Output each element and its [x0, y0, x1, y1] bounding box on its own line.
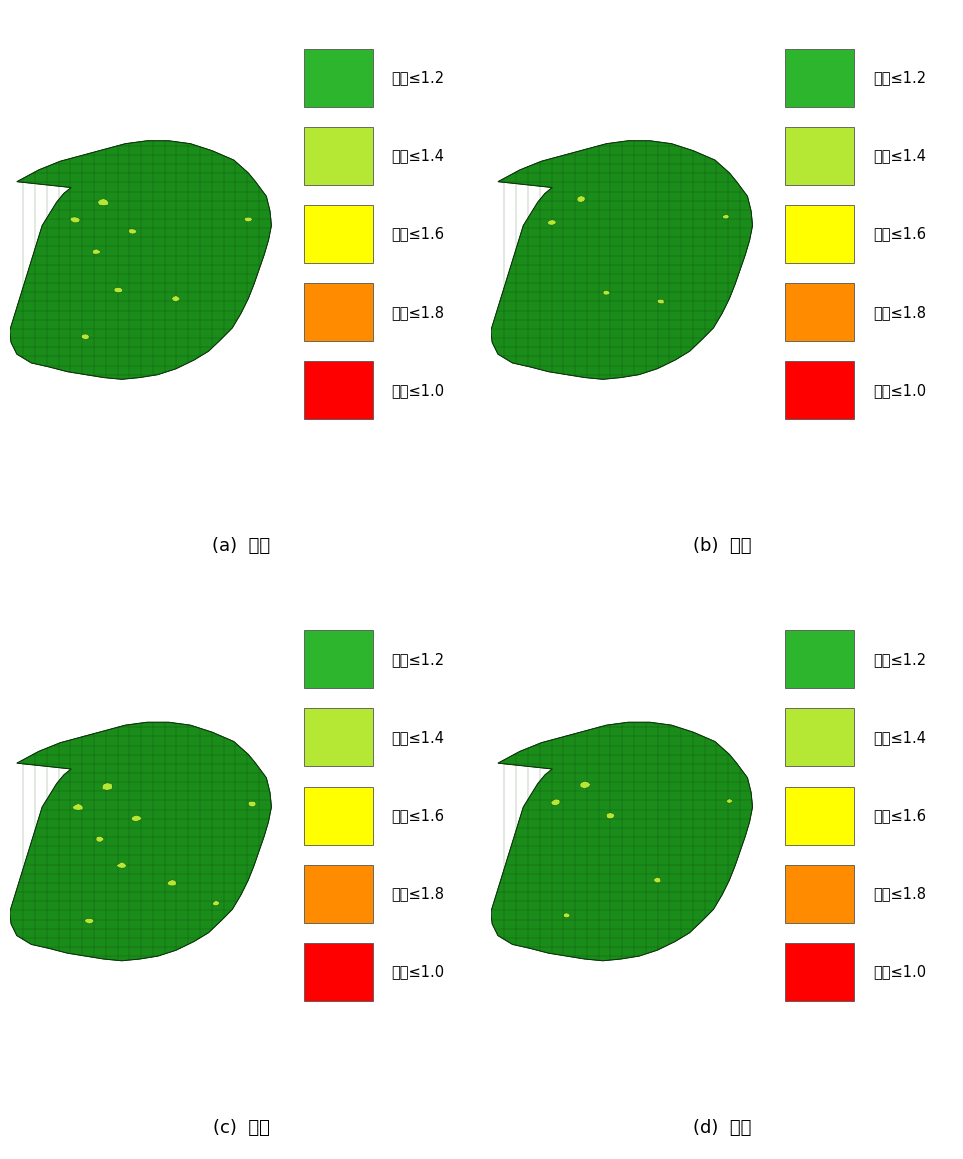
Polygon shape [129, 228, 137, 234]
Text: 지수≤1.8: 지수≤1.8 [392, 305, 445, 320]
Polygon shape [658, 299, 664, 304]
Text: 지수≤1.4: 지수≤1.4 [392, 730, 445, 745]
Polygon shape [547, 220, 557, 225]
Bar [303, 205, 374, 263]
Polygon shape [22, 1013, 101, 1034]
Text: 지수≤1.2: 지수≤1.2 [392, 651, 445, 666]
Polygon shape [563, 913, 570, 918]
Polygon shape [504, 431, 583, 452]
Text: 지수≤1.2: 지수≤1.2 [872, 71, 925, 86]
Polygon shape [213, 901, 220, 905]
Polygon shape [97, 198, 109, 205]
Ellipse shape [460, 801, 463, 802]
Text: (b)  산불: (b) 산불 [692, 538, 751, 555]
Ellipse shape [454, 271, 455, 272]
Polygon shape [654, 877, 661, 883]
Polygon shape [726, 799, 733, 803]
Bar [303, 127, 374, 185]
Ellipse shape [472, 783, 474, 785]
Polygon shape [102, 782, 113, 790]
Ellipse shape [468, 882, 470, 883]
Text: 지수≤1.8: 지수≤1.8 [872, 887, 925, 902]
Text: 지수≤1.6: 지수≤1.6 [392, 808, 445, 823]
Polygon shape [248, 801, 256, 807]
Bar [785, 205, 854, 263]
Polygon shape [245, 217, 252, 221]
Bar [303, 49, 374, 107]
Ellipse shape [460, 219, 463, 220]
Text: 지수≤1.2: 지수≤1.2 [392, 71, 445, 86]
Text: 지수≤1.2: 지수≤1.2 [872, 651, 925, 666]
Bar [785, 127, 854, 185]
Polygon shape [10, 140, 272, 379]
Polygon shape [72, 803, 83, 810]
Text: 지수≤1.8: 지수≤1.8 [872, 305, 925, 320]
Ellipse shape [1, 325, 4, 326]
Ellipse shape [482, 325, 484, 326]
Polygon shape [167, 880, 176, 885]
Polygon shape [580, 781, 590, 788]
Bar [785, 943, 854, 1001]
Polygon shape [607, 812, 614, 819]
Polygon shape [82, 334, 90, 340]
Bar [785, 630, 854, 688]
Polygon shape [117, 862, 126, 868]
Text: 지수≤1.0: 지수≤1.0 [872, 964, 925, 979]
Polygon shape [577, 196, 586, 203]
Polygon shape [85, 919, 94, 924]
Ellipse shape [482, 906, 484, 907]
Ellipse shape [464, 254, 467, 255]
Text: 지수≤1.4: 지수≤1.4 [872, 730, 925, 745]
Text: 지수≤1.6: 지수≤1.6 [392, 227, 445, 241]
Polygon shape [96, 837, 104, 843]
Polygon shape [171, 296, 180, 301]
Bar [303, 362, 374, 420]
Polygon shape [114, 287, 123, 292]
Bar [303, 283, 374, 341]
Bar [303, 865, 374, 923]
Ellipse shape [454, 853, 455, 854]
Polygon shape [131, 815, 142, 822]
Bar [785, 708, 854, 766]
Text: 지수≤1.0: 지수≤1.0 [392, 964, 445, 979]
Text: 지수≤1.4: 지수≤1.4 [872, 148, 925, 163]
Polygon shape [70, 217, 80, 223]
Polygon shape [10, 722, 272, 961]
Text: 지수≤1.4: 지수≤1.4 [392, 148, 445, 163]
Bar [303, 943, 374, 1001]
Text: (a)  화재: (a) 화재 [212, 538, 270, 555]
Text: 지수≤1.0: 지수≤1.0 [872, 382, 925, 398]
Polygon shape [491, 722, 752, 961]
Polygon shape [722, 214, 729, 219]
Bar [303, 787, 374, 845]
Bar [785, 49, 854, 107]
Bar [785, 787, 854, 845]
Text: 지수≤1.6: 지수≤1.6 [872, 227, 925, 241]
Text: 지수≤1.8: 지수≤1.8 [392, 887, 445, 902]
Bar [785, 865, 854, 923]
Polygon shape [603, 291, 610, 296]
Polygon shape [22, 431, 101, 452]
Text: (c)  붕괴: (c) 붕괴 [213, 1118, 270, 1137]
Polygon shape [491, 140, 752, 379]
Bar [303, 630, 374, 688]
Text: 지수≤1.6: 지수≤1.6 [872, 808, 925, 823]
Ellipse shape [472, 202, 474, 203]
Polygon shape [504, 1013, 583, 1034]
Ellipse shape [1, 906, 4, 907]
Polygon shape [92, 249, 101, 254]
Bar [303, 708, 374, 766]
Ellipse shape [468, 301, 470, 302]
Ellipse shape [464, 836, 467, 837]
Polygon shape [551, 799, 560, 806]
Text: 지수≤1.0: 지수≤1.0 [392, 382, 445, 398]
Bar [785, 283, 854, 341]
Text: (d)  폭발: (d) 폭발 [692, 1118, 751, 1137]
Bar [785, 362, 854, 420]
